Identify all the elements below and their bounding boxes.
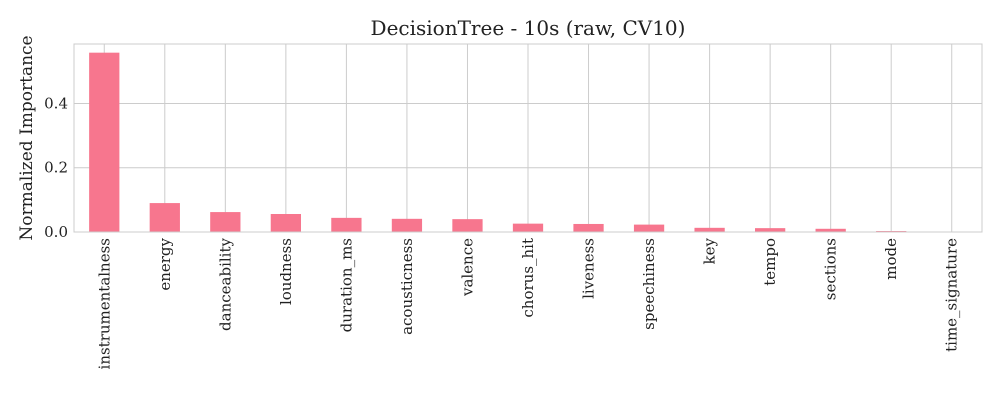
x-tick-label: energy [156, 237, 174, 290]
y-tick-label: 0.2 [44, 159, 68, 177]
y-tick-labels: 0.0 0.2 0.4 [44, 94, 68, 241]
x-tick-label: speechiness [640, 238, 658, 330]
x-tick-label: tempo [761, 238, 779, 286]
chart-title: DecisionTree - 10s (raw, CV10) [371, 16, 686, 40]
bar-danceability [210, 212, 241, 232]
plot-frame [73, 43, 983, 233]
x-tick-label: liveness [580, 238, 598, 299]
bar-loudness [270, 214, 301, 232]
bar-duration-ms [331, 217, 362, 232]
x-tick-label: mode [882, 238, 900, 280]
bar-instrumentalness [89, 52, 120, 232]
y-tick-label: 0.4 [44, 94, 68, 112]
x-tick-label: chorus_hit [519, 238, 537, 318]
bar-acousticness [391, 218, 423, 232]
bars [89, 52, 907, 232]
x-tick-label: instrumentalness [95, 238, 113, 369]
x-tick-label: acousticness [398, 238, 416, 335]
x-tick-label: key [701, 237, 719, 264]
bar-speechiness [633, 224, 665, 232]
x-tick-label: loudness [277, 238, 295, 305]
bar-sections [815, 228, 846, 232]
x-tick-labels: instrumentalness energy danceability loudne… [95, 237, 960, 369]
gridlines [74, 44, 982, 233]
y-axis-label: Normalized Importance [17, 35, 37, 240]
bar-energy [149, 203, 180, 232]
x-tick-label: danceability [216, 237, 234, 330]
bar-liveness [573, 223, 604, 232]
x-tick-label: sections [822, 238, 840, 300]
bar-tempo [755, 228, 786, 232]
y-tick-label: 0.0 [44, 223, 68, 241]
x-tick-label: valence [458, 238, 476, 297]
x-tick-label: time_signature [943, 238, 961, 352]
x-tick-label: duration_ms [337, 238, 355, 332]
bar-key [694, 227, 725, 232]
bar-chorus-hit [512, 223, 544, 232]
bar-valence [452, 219, 483, 232]
